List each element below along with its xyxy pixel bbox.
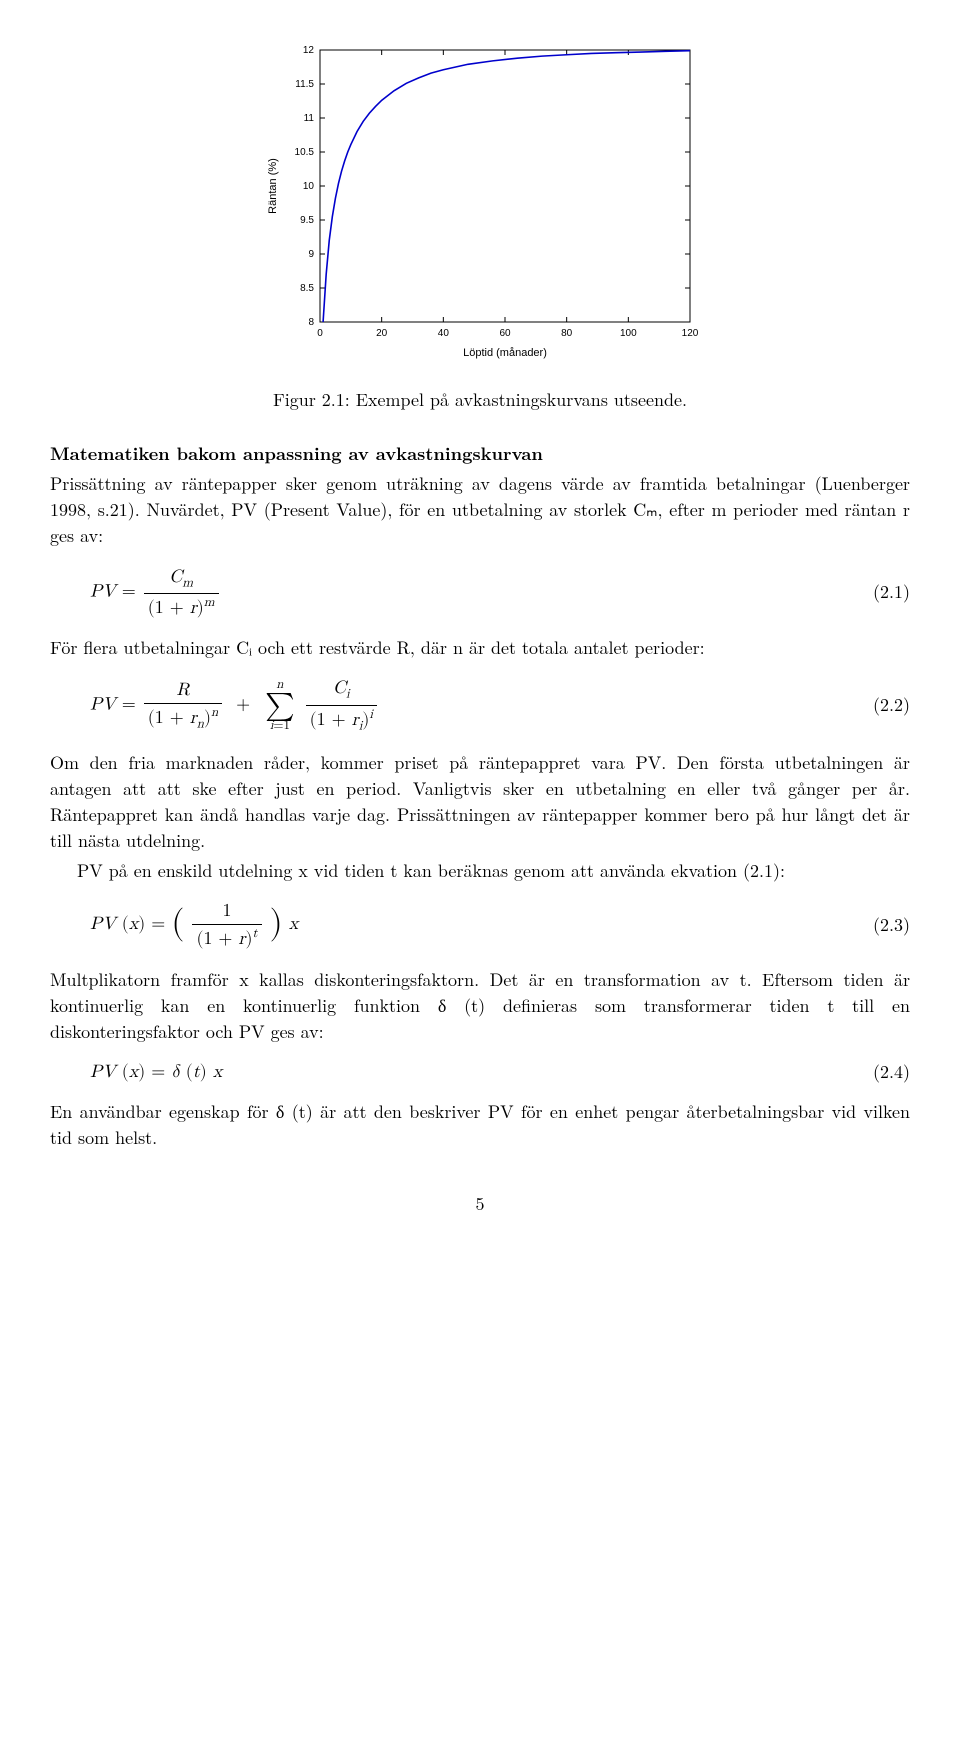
svg-text:11.5: 11.5	[295, 79, 314, 90]
svg-text:20: 20	[376, 328, 388, 339]
paragraph-1: Prissättning av räntepapper sker genom u…	[50, 471, 910, 549]
svg-text:8: 8	[308, 317, 314, 328]
eq-number-2: (2.2)	[850, 692, 910, 718]
eq-number-4: (2.4)	[850, 1059, 910, 1085]
yield-curve-chart: 0 20 40 60 80 100 120 8 8.5 9 9.5 10 10.5 11 11.5 12 Löp…	[50, 40, 910, 377]
svg-text:80: 80	[561, 328, 573, 339]
svg-text:40: 40	[438, 328, 450, 339]
svg-text:8.5: 8.5	[300, 283, 314, 294]
svg-text:9.5: 9.5	[300, 215, 314, 226]
figure-caption: Figur 2.1: Exempel på avkastningskurvans…	[50, 387, 910, 413]
equation-2-3: PV (x) = ( 1 (1 + r)t ) x (2.3)	[50, 898, 910, 952]
paragraph-2: För flera utbetalningar Cᵢ och ett restv…	[50, 635, 910, 661]
chart-svg: 0 20 40 60 80 100 120 8 8.5 9 9.5 10 10.5 11 11.5 12 Löp…	[260, 40, 700, 370]
svg-text:11: 11	[304, 113, 315, 124]
svg-text:120: 120	[682, 328, 699, 339]
paragraph-4: PV på en enskild utdelning x vid tiden t…	[50, 858, 910, 884]
svg-text:0: 0	[317, 328, 323, 339]
equation-2-4: PV (x) = δ (t) x (2.4)	[50, 1059, 910, 1085]
eq-number-1: (2.1)	[850, 579, 910, 605]
paragraph-3: Om den fria marknaden råder, kommer pris…	[50, 750, 910, 854]
equation-2-2: PV = R (1 + rn)n + n ∑ i=1 Ci (1 + ri)i …	[50, 675, 910, 736]
svg-text:Räntan (%): Räntan (%)	[267, 158, 279, 214]
svg-text:60: 60	[499, 328, 511, 339]
svg-text:100: 100	[620, 328, 637, 339]
section-heading: Matematiken bakom anpassning av avkastni…	[50, 441, 910, 467]
svg-text:12: 12	[303, 45, 315, 56]
paragraph-5: Multplikatorn framför x kallas diskonter…	[50, 967, 910, 1045]
page-number: 5	[50, 1191, 910, 1217]
paragraph-6: En användbar egenskap för δ (t) är att d…	[50, 1099, 910, 1151]
svg-text:10.5: 10.5	[295, 147, 315, 158]
svg-text:10: 10	[303, 181, 315, 192]
svg-text:9: 9	[308, 249, 314, 260]
eq-number-3: (2.3)	[850, 912, 910, 938]
svg-text:Löptid (månader): Löptid (månader)	[463, 347, 547, 359]
equation-2-1: PV = Cm (1 + r)m (2.1)	[50, 564, 910, 621]
